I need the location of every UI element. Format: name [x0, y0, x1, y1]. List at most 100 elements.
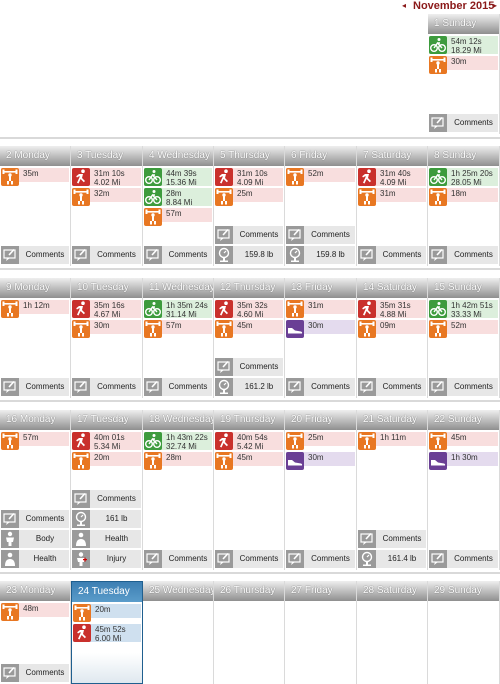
day-cell[interactable]: 29 Sunday — [428, 581, 500, 684]
comments-button[interactable]: Comments — [1, 664, 69, 682]
day-cell[interactable]: 16 Monday 57m Comments Body Health — [0, 410, 71, 570]
day-cell[interactable]: 20 Friday 25m 30m Comments — [285, 410, 357, 570]
day-cell[interactable]: 7 Saturday 31m 40s 4.09 Mi 31m Comments — [357, 146, 428, 266]
activity-entry[interactable]: 30m — [286, 320, 355, 338]
activity-entry[interactable]: 45m — [215, 320, 283, 338]
activity-entry[interactable]: 45m — [429, 432, 498, 450]
activity-entry[interactable]: 28m — [144, 452, 212, 470]
activity-entry[interactable]: 20m — [72, 452, 141, 470]
activity-entry[interactable]: 31m 40s 4.09 Mi — [358, 168, 426, 187]
day-cell[interactable]: 12 Thursday 35m 32s 4.60 Mi 45m Comments 161.… — [214, 278, 285, 398]
comments-button[interactable]: Comments — [215, 226, 283, 244]
day-cell[interactable]: 1 Sunday 54m 12s 18.29 Mi 30m Comments — [428, 14, 500, 134]
comments-button[interactable]: Comments — [72, 490, 141, 508]
activity-entry[interactable]: 31m 10s 4.02 Mi — [72, 168, 141, 187]
comments-button[interactable]: Comments — [429, 114, 498, 132]
weight-entry[interactable]: 159.8 lb — [215, 246, 283, 264]
activity-entry[interactable]: 44m 39s 15.36 Mi — [144, 168, 212, 187]
day-cell[interactable]: 27 Friday — [285, 581, 357, 684]
activity-entry[interactable]: 30m — [429, 56, 498, 74]
activity-entry[interactable]: 1h 43m 22s 32.74 Mi — [144, 432, 212, 451]
activity-entry[interactable]: 18m — [429, 188, 498, 206]
comments-button[interactable]: Comments — [286, 550, 355, 568]
activity-entry[interactable]: 28m 8.84 Mi — [144, 188, 212, 207]
day-cell[interactable]: 25 Wednesday — [143, 581, 214, 684]
activity-entry[interactable]: 57m — [1, 432, 69, 450]
comments-button[interactable]: Comments — [429, 550, 498, 568]
weight-entry[interactable]: 161 lb — [72, 510, 141, 528]
day-cell[interactable]: 8 Sunday 1h 25m 20s 28.05 Mi 18m Comments — [428, 146, 500, 266]
activity-entry[interactable]: 25m — [215, 188, 283, 206]
day-cell[interactable]: 4 Wednesday 44m 39s 15.36 Mi 28m 8.84 Mi 57m C… — [143, 146, 214, 266]
comments-button[interactable]: Comments — [72, 246, 141, 264]
activity-entry[interactable]: 31m — [286, 300, 355, 318]
comments-button[interactable]: Comments — [1, 510, 69, 528]
comments-button[interactable]: Comments — [144, 550, 212, 568]
comments-button[interactable]: Comments — [358, 246, 426, 264]
day-cell[interactable]: 17 Tuesday 40m 01s 5.34 Mi 20m Comments 161 l… — [71, 410, 143, 570]
comments-button[interactable]: Comments — [1, 246, 69, 264]
day-cell[interactable]: 14 Saturday 35m 31s 4.88 Mi 09m Comments — [357, 278, 428, 398]
weight-entry[interactable]: 161.2 lb — [215, 378, 283, 396]
comments-button[interactable]: Comments — [358, 378, 426, 396]
health-button[interactable]: Health — [1, 550, 69, 568]
activity-entry[interactable]: 1h 25m 20s 28.05 Mi — [429, 168, 498, 187]
day-cell[interactable]: 19 Thursday 40m 54s 5.42 Mi 45m Comments — [214, 410, 285, 570]
day-cell[interactable]: 13 Friday 31m 30m Comments — [285, 278, 357, 398]
body-button[interactable]: Body — [1, 530, 69, 548]
activity-entry[interactable]: 31m — [358, 188, 426, 206]
day-cell[interactable]: 24 Tuesday 20m 45m 52s 6.00 Mi — [71, 581, 143, 684]
activity-entry[interactable]: 48m — [1, 603, 69, 621]
day-cell[interactable]: 22 Sunday 45m 1h 30m Comments — [428, 410, 500, 570]
comments-button[interactable]: Comments — [358, 530, 426, 548]
activity-entry[interactable]: 30m — [72, 320, 141, 338]
activity-entry[interactable]: 1h 30m — [429, 452, 498, 470]
health-button[interactable]: Health — [72, 530, 141, 548]
activity-entry[interactable]: 45m 52s 6.00 Mi — [73, 624, 141, 643]
comments-button[interactable]: Comments — [144, 246, 212, 264]
activity-entry[interactable]: 54m 12s 18.29 Mi — [429, 36, 498, 55]
activity-entry[interactable]: 52m — [429, 320, 498, 338]
comments-button[interactable]: Comments — [286, 226, 355, 244]
activity-entry[interactable]: 1h 11m — [358, 432, 426, 450]
day-cell[interactable]: 6 Friday 52m Comments 159.8 lb — [285, 146, 357, 266]
weight-entry[interactable]: 161.4 lb — [358, 550, 426, 568]
activity-entry[interactable]: 35m 16s 4.67 Mi — [72, 300, 141, 319]
activity-entry[interactable]: 45m — [215, 452, 283, 470]
activity-entry[interactable]: 30m — [286, 452, 355, 470]
comments-button[interactable]: Comments — [1, 378, 69, 396]
day-cell[interactable]: 18 Wednesday 1h 43m 22s 32.74 Mi 28m Comment… — [143, 410, 214, 570]
day-cell[interactable]: 23 Monday 48m Comments — [0, 581, 71, 684]
day-cell[interactable]: 26 Thursday — [214, 581, 285, 684]
comments-button[interactable]: Comments — [215, 358, 283, 376]
day-cell[interactable]: 21 Saturday 1h 11m Comments 161.4 lb — [357, 410, 428, 570]
activity-entry[interactable]: 35m 31s 4.88 Mi — [358, 300, 426, 319]
comments-button[interactable]: Comments — [144, 378, 212, 396]
activity-entry[interactable]: 32m — [72, 188, 141, 206]
previous-month-arrow-icon[interactable]: ◂ — [402, 1, 407, 10]
activity-entry[interactable]: 40m 01s 5.34 Mi — [72, 432, 141, 451]
injury-button[interactable]: Injury — [72, 550, 141, 568]
activity-entry[interactable]: 52m — [286, 168, 355, 186]
activity-entry[interactable]: 57m — [144, 320, 212, 338]
activity-entry[interactable]: 31m 10s 4.09 Mi — [215, 168, 283, 187]
comments-button[interactable]: Comments — [429, 246, 498, 264]
day-cell[interactable]: 5 Thursday 31m 10s 4.09 Mi 25m Comments 159.8… — [214, 146, 285, 266]
day-cell[interactable]: 15 Sunday 1h 42m 51s 33.33 Mi 52m Comments — [428, 278, 500, 398]
weight-entry[interactable]: 159.8 lb — [286, 246, 355, 264]
activity-entry[interactable]: 40m 54s 5.42 Mi — [215, 432, 283, 451]
comments-button[interactable]: Comments — [429, 378, 498, 396]
day-cell[interactable]: 28 Saturday — [357, 581, 428, 684]
day-cell[interactable]: 11 Wednesday 1h 35m 24s 31.14 Mi 57m Comment… — [143, 278, 214, 398]
activity-entry[interactable]: 1h 12m — [1, 300, 69, 318]
day-cell[interactable]: 10 Tuesday 35m 16s 4.67 Mi 30m Comments — [71, 278, 143, 398]
comments-button[interactable]: Comments — [215, 550, 283, 568]
activity-entry[interactable]: 25m — [286, 432, 355, 450]
day-cell[interactable]: 2 Monday 35m Comments — [0, 146, 71, 266]
activity-entry[interactable]: 57m — [144, 208, 212, 226]
activity-entry[interactable]: 09m — [358, 320, 426, 338]
activity-entry[interactable]: 1h 42m 51s 33.33 Mi — [429, 300, 498, 319]
activity-entry[interactable]: 1h 35m 24s 31.14 Mi — [144, 300, 212, 319]
activity-entry[interactable]: 20m — [73, 604, 141, 622]
comments-button[interactable]: Comments — [72, 378, 141, 396]
